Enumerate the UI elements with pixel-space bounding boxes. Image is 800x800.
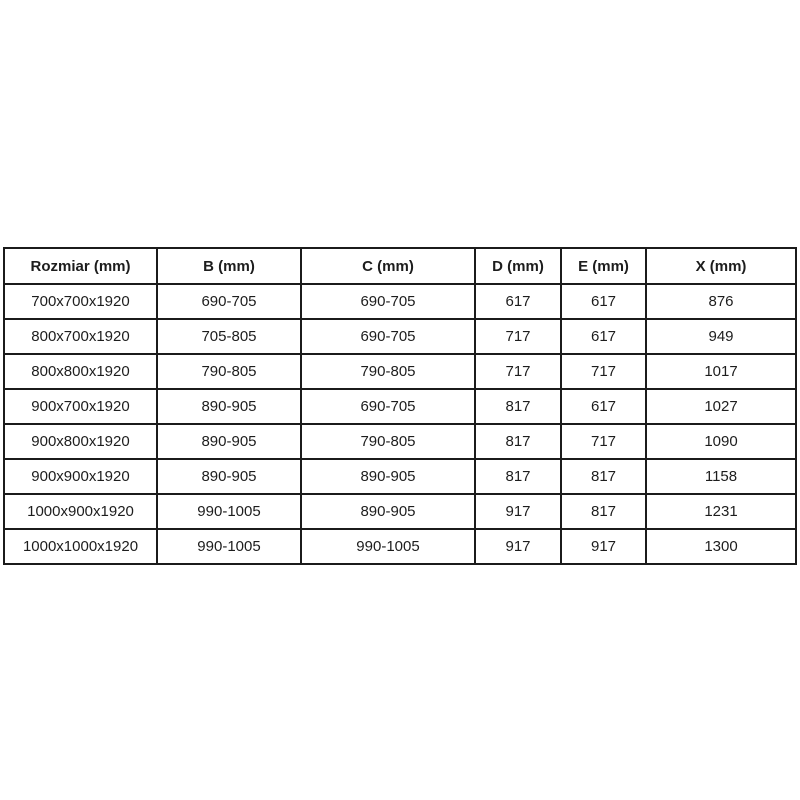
table-cell: 690-705 [300, 318, 476, 355]
table-cell: 990-1005 [156, 493, 302, 530]
table-cell: 790-805 [300, 423, 476, 460]
table-cell: 890-905 [156, 458, 302, 495]
table-row: 800x700x1920 705-805 690-705 717 617 949 [3, 318, 797, 355]
column-header-d: D (mm) [474, 247, 562, 285]
dimensions-table: Rozmiar (mm) B (mm) C (mm) D (mm) E (mm)… [3, 247, 797, 565]
table-cell: 900x900x1920 [3, 458, 158, 495]
table-cell: 800x800x1920 [3, 353, 158, 390]
table-cell: 917 [560, 528, 647, 565]
table-cell: 1000x900x1920 [3, 493, 158, 530]
table-row: 900x800x1920 890-905 790-805 817 717 109… [3, 423, 797, 460]
table-cell: 690-705 [300, 388, 476, 425]
table-cell: 1158 [645, 458, 797, 495]
table-cell: 890-905 [300, 493, 476, 530]
table-row: 900x700x1920 890-905 690-705 817 617 102… [3, 388, 797, 425]
table-cell: 917 [474, 493, 562, 530]
table-cell: 617 [560, 388, 647, 425]
table-cell: 990-1005 [300, 528, 476, 565]
table-row: 800x800x1920 790-805 790-805 717 717 101… [3, 353, 797, 390]
table-cell: 617 [560, 318, 647, 355]
table-cell: 890-905 [156, 423, 302, 460]
column-header-b: B (mm) [156, 247, 302, 285]
table-cell: 617 [560, 283, 647, 320]
table-cell: 717 [560, 423, 647, 460]
table-cell: 900x700x1920 [3, 388, 158, 425]
table-cell: 817 [474, 423, 562, 460]
table-cell: 790-805 [156, 353, 302, 390]
table-cell: 817 [474, 458, 562, 495]
table-cell: 900x800x1920 [3, 423, 158, 460]
table-cell: 617 [474, 283, 562, 320]
table-row: 1000x1000x1920 990-1005 990-1005 917 917… [3, 528, 797, 565]
table-cell: 817 [474, 388, 562, 425]
header-row: Rozmiar (mm) B (mm) C (mm) D (mm) E (mm)… [3, 247, 797, 285]
table-cell: 800x700x1920 [3, 318, 158, 355]
table-cell: 717 [474, 353, 562, 390]
table-cell: 817 [560, 493, 647, 530]
table-row: 700x700x1920 690-705 690-705 617 617 876 [3, 283, 797, 320]
table-cell: 690-705 [300, 283, 476, 320]
table-cell: 949 [645, 318, 797, 355]
table-cell: 1231 [645, 493, 797, 530]
table-cell: 1027 [645, 388, 797, 425]
table-cell: 1300 [645, 528, 797, 565]
table-cell: 917 [474, 528, 562, 565]
table-cell: 876 [645, 283, 797, 320]
table-cell: 1017 [645, 353, 797, 390]
table-cell: 990-1005 [156, 528, 302, 565]
column-header-x: X (mm) [645, 247, 797, 285]
table-cell: 705-805 [156, 318, 302, 355]
column-header-c: C (mm) [300, 247, 476, 285]
column-header-e: E (mm) [560, 247, 647, 285]
table-cell: 717 [560, 353, 647, 390]
table-cell: 1000x1000x1920 [3, 528, 158, 565]
table-cell: 817 [560, 458, 647, 495]
table-cell: 700x700x1920 [3, 283, 158, 320]
table-row: 1000x900x1920 990-1005 890-905 917 817 1… [3, 493, 797, 530]
table-cell: 790-805 [300, 353, 476, 390]
table-cell: 890-905 [300, 458, 476, 495]
table-cell: 690-705 [156, 283, 302, 320]
table-cell: 890-905 [156, 388, 302, 425]
table-cell: 717 [474, 318, 562, 355]
table-cell: 1090 [645, 423, 797, 460]
column-header-rozmiar: Rozmiar (mm) [3, 247, 158, 285]
table-row: 900x900x1920 890-905 890-905 817 817 115… [3, 458, 797, 495]
